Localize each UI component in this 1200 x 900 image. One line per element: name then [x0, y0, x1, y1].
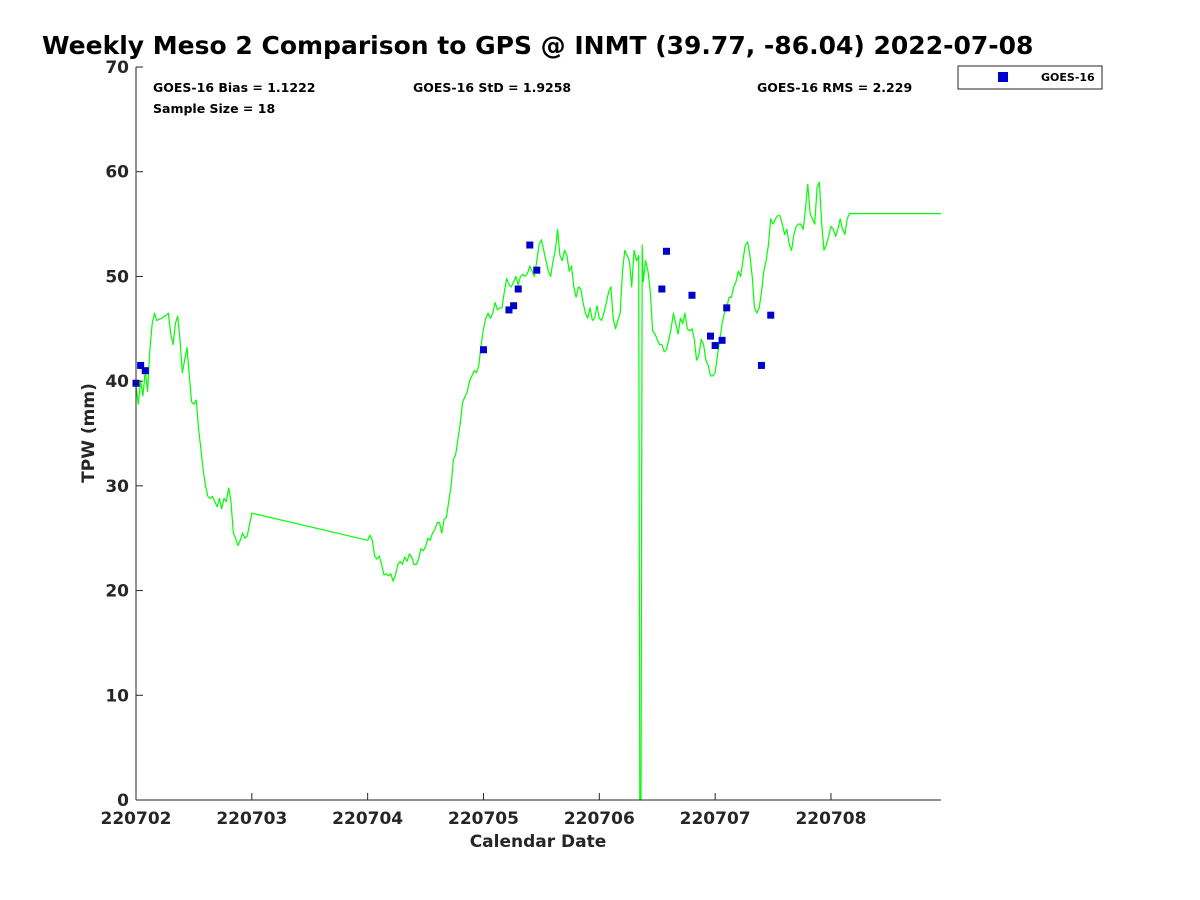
rms-stat: GOES-16 RMS = 2.229: [757, 80, 912, 95]
x-tick-label: 220706: [564, 809, 635, 829]
goes-16-point: [479, 346, 487, 354]
x-tick-label: 220702: [101, 809, 172, 829]
y-tick-label: 70: [105, 58, 129, 78]
goes-16-point: [533, 266, 541, 274]
y-tick-label: 30: [105, 477, 129, 497]
bias-stat: GOES-16 Bias = 1.1222: [153, 80, 315, 95]
legend-box: [957, 65, 1103, 90]
goes-16-point: [662, 247, 670, 255]
y-tick-label: 10: [105, 686, 129, 706]
x-axis-label: Calendar Date: [470, 832, 607, 852]
goes-16-point: [718, 336, 726, 344]
goes-16-point: [141, 367, 149, 375]
goes-16-point: [510, 302, 518, 310]
legend-label-goes-16: GOES-16: [1041, 71, 1095, 84]
goes-16-point: [723, 304, 731, 312]
x-tick-label: 220703: [216, 809, 287, 829]
sample-size-stat: Sample Size = 18: [153, 101, 275, 116]
goes-16-point: [514, 285, 522, 293]
goes-16-point: [505, 306, 513, 314]
y-tick-label: 60: [105, 163, 129, 183]
x-tick-label: 220704: [332, 809, 403, 829]
y-tick-label: 50: [105, 267, 129, 287]
goes-16-point: [137, 361, 145, 369]
y-tick-label: 0: [117, 791, 129, 811]
legend: GOES-16: [957, 65, 1103, 90]
goes-16-point: [526, 241, 534, 249]
goes-16-point: [711, 342, 719, 350]
goes-16-point: [707, 332, 715, 340]
std-stat: GOES-16 StD = 1.9258: [413, 80, 571, 95]
goes-16-point: [688, 291, 696, 299]
gps-series-line: [135, 181, 941, 801]
plot-background: [136, 67, 941, 800]
plot-area: 0 10 20 30 40 50 60 70 220702 220703 220704 220705…: [101, 58, 941, 829]
x-tick-label: 220705: [448, 809, 519, 829]
gps-line: [135, 181, 941, 801]
goes-16-point: [757, 361, 765, 369]
chart-title: Weekly Meso 2 Comparison to GPS @ INMT (…: [42, 31, 1033, 60]
x-axis-ticks: 220702 220703 220704 220705 220706 220707 2207…: [101, 793, 866, 829]
y-axis-ticks: 0 10 20 30 40 50 60 70: [105, 58, 143, 811]
legend-marker-goes-16: [998, 72, 1008, 82]
y-tick-label: 40: [105, 372, 129, 392]
y-tick-label: 20: [105, 582, 129, 602]
x-tick-label: 220708: [795, 809, 866, 829]
goes-16-point: [658, 285, 666, 293]
goes-16-point: [767, 311, 775, 319]
y-axis-label: TPW (mm): [79, 383, 99, 483]
x-tick-label: 220707: [680, 809, 751, 829]
